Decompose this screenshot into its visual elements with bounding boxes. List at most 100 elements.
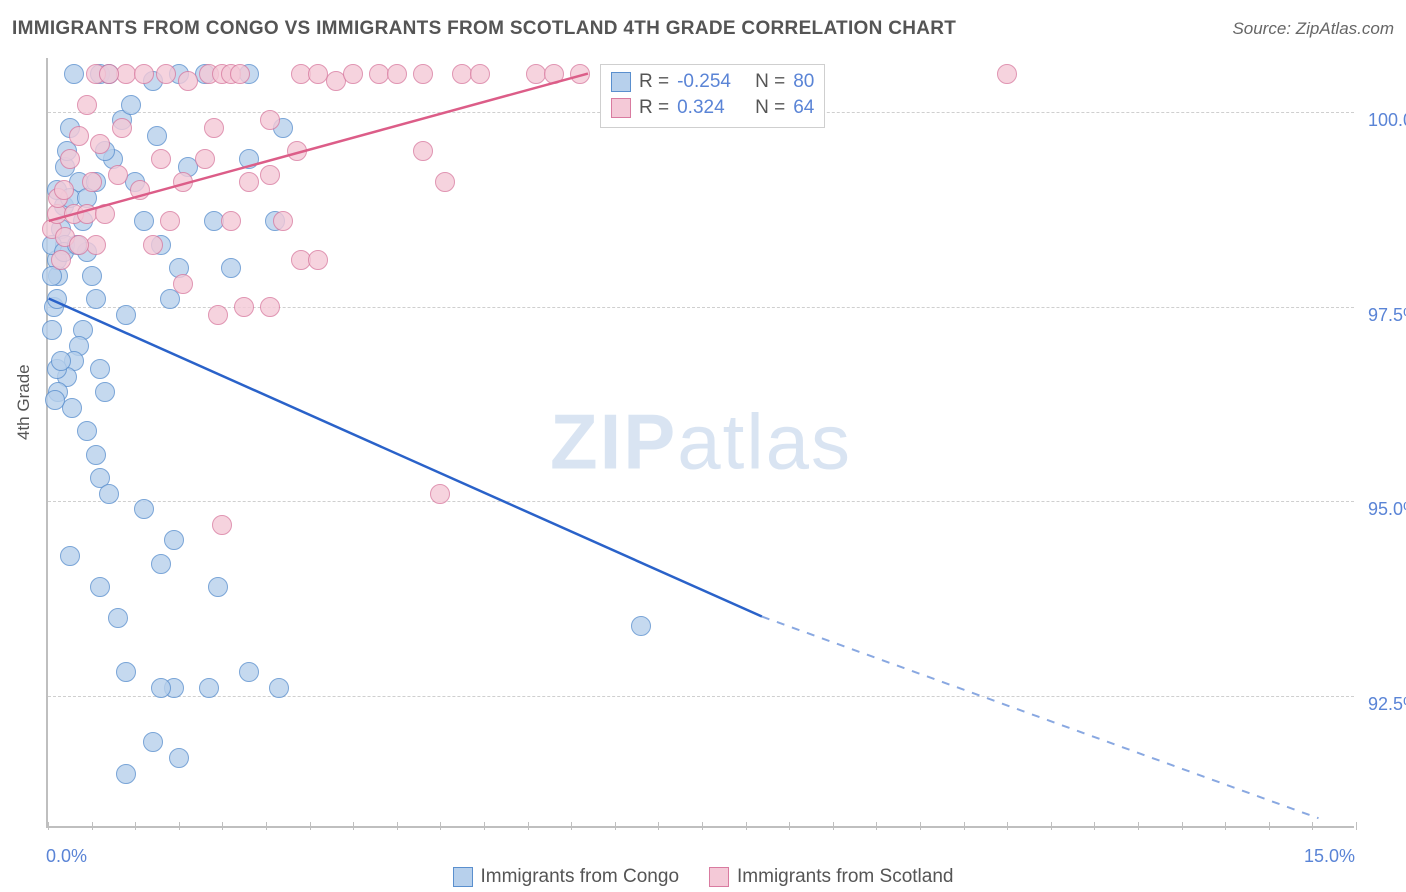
- x-tick: [484, 822, 485, 830]
- data-point-congo: [45, 390, 65, 410]
- x-tick: [920, 822, 921, 830]
- data-point-scotland: [387, 64, 407, 84]
- x-tick: [702, 822, 703, 830]
- x-tick: [440, 822, 441, 830]
- data-point-congo: [239, 662, 259, 682]
- y-axis-title: 4th Grade: [14, 364, 34, 440]
- stats-n-value: 80: [793, 69, 814, 95]
- swatch-congo: [453, 867, 473, 887]
- swatch-scotland: [611, 98, 631, 118]
- x-tick: [528, 822, 529, 830]
- data-point-scotland: [156, 64, 176, 84]
- data-point-scotland: [60, 149, 80, 169]
- data-point-scotland: [230, 64, 250, 84]
- x-tick: [397, 822, 398, 830]
- bottom-legend: Immigrants from Congo Immigrants from Sco…: [0, 866, 1406, 888]
- x-tick: [1094, 822, 1095, 830]
- data-point-congo: [116, 764, 136, 784]
- data-point-scotland: [234, 297, 254, 317]
- x-tick: [179, 822, 180, 830]
- data-point-scotland: [108, 165, 128, 185]
- data-point-congo: [143, 732, 163, 752]
- chart-canvas: ZIPatlas R =-0.254N =80R =0.324N =64: [46, 58, 1354, 828]
- x-tick: [1356, 822, 1357, 830]
- data-point-scotland: [260, 165, 280, 185]
- data-point-scotland: [130, 180, 150, 200]
- data-point-scotland: [997, 64, 1017, 84]
- data-point-scotland: [54, 180, 74, 200]
- watermark: ZIPatlas: [550, 397, 852, 488]
- x-tick: [964, 822, 965, 830]
- data-point-congo: [64, 64, 84, 84]
- stats-n-value: 64: [793, 95, 814, 121]
- data-point-scotland: [69, 235, 89, 255]
- data-point-scotland: [173, 172, 193, 192]
- data-point-scotland: [260, 297, 280, 317]
- stats-box: R =-0.254N =80R =0.324N =64: [600, 64, 825, 128]
- source-label: Source: ZipAtlas.com: [1232, 19, 1394, 39]
- data-point-scotland: [308, 250, 328, 270]
- data-point-scotland: [77, 95, 97, 115]
- x-tick: [1225, 822, 1226, 830]
- data-point-congo: [151, 554, 171, 574]
- x-tick: [746, 822, 747, 830]
- data-point-congo: [47, 289, 67, 309]
- x-tick: [571, 822, 572, 830]
- data-point-scotland: [178, 71, 198, 91]
- data-point-congo: [239, 149, 259, 169]
- legend-label: Immigrants from Scotland: [737, 866, 953, 888]
- data-point-scotland: [343, 64, 363, 84]
- data-point-congo: [77, 421, 97, 441]
- x-tick: [135, 822, 136, 830]
- x-tick: [1007, 822, 1008, 830]
- x-tick: [1051, 822, 1052, 830]
- data-point-scotland: [195, 149, 215, 169]
- data-point-scotland: [69, 126, 89, 146]
- data-point-scotland: [99, 64, 119, 84]
- data-point-congo: [60, 546, 80, 566]
- stats-row-congo: R =-0.254N =80: [611, 69, 814, 95]
- data-point-congo: [147, 126, 167, 146]
- x-tick: [789, 822, 790, 830]
- data-point-scotland: [173, 274, 193, 294]
- title-bar: IMMIGRANTS FROM CONGO VS IMMIGRANTS FROM…: [12, 18, 1394, 40]
- x-tick: [266, 822, 267, 830]
- data-point-scotland: [413, 64, 433, 84]
- stats-r-label: R =: [639, 95, 669, 121]
- x-axis-label: 0.0%: [46, 846, 87, 867]
- data-point-scotland: [430, 484, 450, 504]
- x-tick: [310, 822, 311, 830]
- x-tick: [615, 822, 616, 830]
- data-point-scotland: [112, 118, 132, 138]
- x-tick: [1182, 822, 1183, 830]
- data-point-congo: [86, 289, 106, 309]
- data-point-scotland: [51, 250, 71, 270]
- stats-r-label: R =: [639, 69, 669, 95]
- legend-item-congo: Immigrants from Congo: [453, 866, 680, 888]
- data-point-congo: [169, 748, 189, 768]
- regression-line-dashed-congo: [762, 617, 1319, 819]
- data-point-congo: [95, 382, 115, 402]
- x-tick: [833, 822, 834, 830]
- data-point-congo: [116, 305, 136, 325]
- gridline: [48, 501, 1354, 502]
- data-point-scotland: [239, 172, 259, 192]
- x-tick: [876, 822, 877, 830]
- x-tick: [353, 822, 354, 830]
- data-point-congo: [86, 445, 106, 465]
- x-tick: [1312, 822, 1313, 830]
- data-point-congo: [116, 662, 136, 682]
- stats-n-label: N =: [755, 69, 785, 95]
- data-point-congo: [82, 266, 102, 286]
- data-point-congo: [62, 398, 82, 418]
- swatch-congo: [611, 72, 631, 92]
- data-point-scotland: [570, 64, 590, 84]
- data-point-congo: [151, 678, 171, 698]
- y-axis-label: 100.0%: [1368, 110, 1406, 131]
- data-point-scotland: [134, 64, 154, 84]
- data-point-scotland: [82, 172, 102, 192]
- data-point-scotland: [273, 211, 293, 231]
- x-tick: [222, 822, 223, 830]
- data-point-congo: [631, 616, 651, 636]
- data-point-scotland: [260, 110, 280, 130]
